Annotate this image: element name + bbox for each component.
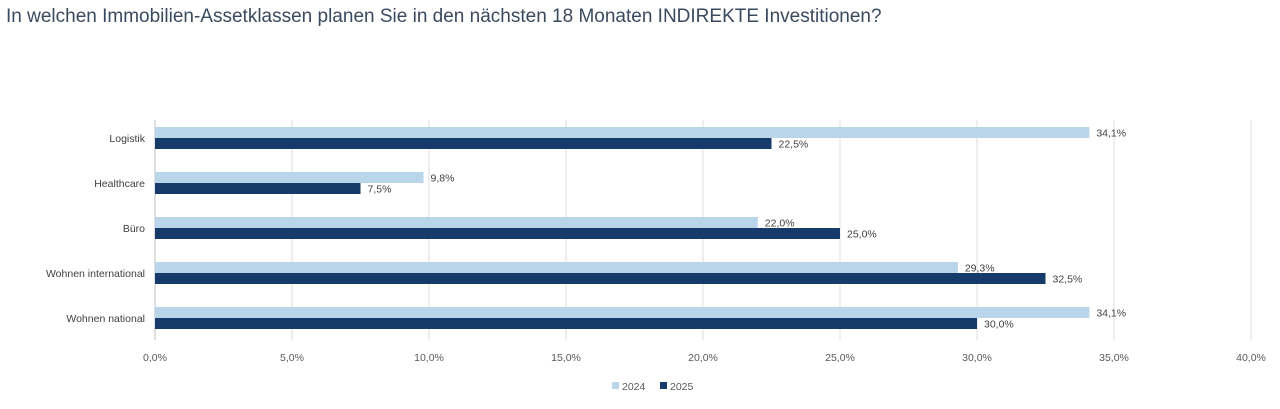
legend-swatch-2024: [612, 382, 619, 389]
chart-title: In welchen Immobilien-Assetklassen plane…: [6, 6, 882, 27]
bar-2025: [155, 183, 361, 194]
bar-2025: [155, 138, 772, 149]
x-tick-label: 15,0%: [551, 352, 581, 364]
bar-2024: [155, 127, 1090, 138]
category-label: Wohnen national: [66, 313, 145, 325]
bar-2025: [155, 318, 977, 329]
category-label: Healthcare: [94, 178, 145, 190]
data-label: 32,5%: [1053, 274, 1083, 286]
x-tick-label: 40,0%: [1236, 352, 1266, 364]
x-tick-label: 30,0%: [962, 352, 992, 364]
data-label: 34,1%: [1096, 128, 1126, 140]
data-label: 22,0%: [765, 218, 795, 230]
x-tick-label: 25,0%: [825, 352, 855, 364]
data-label: 9,8%: [431, 173, 455, 185]
legend-label: 2025: [670, 381, 694, 393]
data-label: 29,3%: [965, 263, 995, 275]
legend-swatch-2025: [660, 382, 667, 389]
bar-2024: [155, 307, 1090, 318]
data-label: 30,0%: [984, 319, 1014, 331]
x-tick-label: 20,0%: [688, 352, 718, 364]
bar-2024: [155, 172, 424, 183]
category-label: Logistik: [109, 133, 145, 145]
x-tick-label: 35,0%: [1099, 352, 1129, 364]
bar-2024: [155, 262, 958, 273]
data-label: 22,5%: [779, 139, 809, 151]
category-label: Wohnen international: [46, 268, 145, 280]
x-tick-label: 0,0%: [143, 352, 167, 364]
data-label: 34,1%: [1096, 308, 1126, 320]
data-label: 25,0%: [847, 229, 877, 241]
x-tick-label: 10,0%: [414, 352, 444, 364]
bar-2025: [155, 228, 840, 239]
category-label: Büro: [123, 223, 145, 235]
x-tick-label: 5,0%: [280, 352, 304, 364]
bar-2024: [155, 217, 758, 228]
bar-2025: [155, 273, 1046, 284]
data-label: 7,5%: [368, 184, 392, 196]
legend-label: 2024: [622, 381, 646, 393]
